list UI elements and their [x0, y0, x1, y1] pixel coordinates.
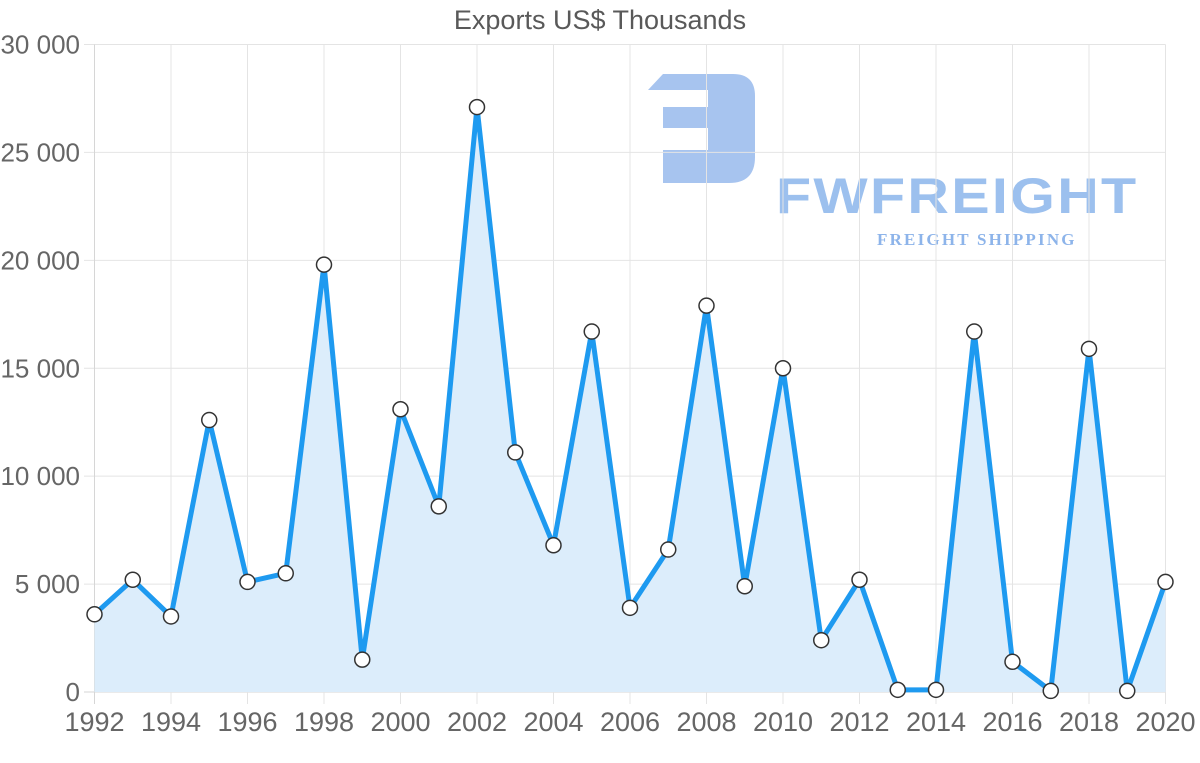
data-point-marker: [813, 631, 830, 649]
x-axis-tick-label: 1994: [141, 707, 201, 737]
x-axis-tick-label: 2002: [447, 707, 507, 737]
data-point-marker: [1004, 653, 1021, 671]
x-axis-tick-label: 1996: [217, 707, 277, 737]
data-point-marker: [545, 536, 562, 554]
data-point-marker: [1080, 340, 1098, 358]
y-axis-tick-label: 15 000: [0, 353, 80, 383]
logo-wordmark: FWFREIGHT: [776, 168, 1139, 224]
data-point-marker: [124, 571, 141, 589]
chart-title: Exports US$ Thousands: [453, 5, 747, 35]
data-point-marker: [162, 608, 180, 625]
fwfreight-logo-icon: [648, 74, 755, 183]
x-axis-tick-label: 2016: [982, 707, 1042, 737]
y-axis-tick-label: 30 000: [0, 30, 80, 60]
x-axis-tick-label: 2004: [523, 707, 583, 737]
y-axis-tick-label: 25 000: [0, 137, 80, 167]
x-axis-tick-label: 2008: [676, 707, 736, 737]
y-axis-tick-label: 20 000: [0, 245, 80, 275]
data-point-marker: [201, 411, 218, 429]
x-axis-tick-label: 2018: [1059, 707, 1119, 737]
data-point-marker: [86, 606, 103, 623]
data-point-marker: [583, 323, 600, 340]
data-point-marker: [315, 256, 333, 273]
data-point-marker: [621, 599, 639, 617]
y-axis-tick-label: 10 000: [0, 461, 80, 491]
data-point-marker: [927, 681, 945, 699]
data-point-marker: [1157, 573, 1174, 591]
y-axis-tick-label: 5 000: [15, 569, 80, 599]
fwfreight-logo: FWFREIGHT FREIGHT SHIPPING: [648, 74, 1148, 248]
data-point-marker: [507, 444, 524, 461]
x-axis-tick-label: 2014: [906, 707, 966, 737]
data-point-marker: [239, 573, 256, 591]
data-point-marker: [698, 297, 715, 314]
data-point-marker: [736, 577, 753, 595]
y-axis-tick-label: 0: [66, 677, 80, 707]
logo-tagline: FREIGHT SHIPPING: [877, 230, 1077, 249]
x-axis-tick-label: 1992: [64, 707, 124, 737]
x-axis-tick-label: 2010: [753, 707, 813, 737]
data-point-marker: [889, 681, 906, 699]
data-point-marker: [660, 541, 677, 558]
x-axis-tick-label: 2000: [370, 707, 430, 737]
data-point-marker: [1042, 682, 1059, 700]
x-axis-tick-label: 2012: [829, 707, 889, 737]
data-point-marker: [774, 360, 792, 377]
data-point-marker: [430, 498, 447, 515]
data-point-marker: [277, 565, 294, 582]
data-point-marker: [468, 98, 486, 116]
x-axis-tick-label: 2020: [1135, 707, 1195, 737]
data-point-marker: [966, 323, 983, 340]
data-point-marker: [851, 571, 868, 589]
data-point-marker: [1119, 682, 1136, 700]
data-point-marker: [392, 401, 409, 418]
data-point-marker: [354, 651, 371, 668]
x-axis-tick-label: 2006: [600, 707, 660, 737]
x-axis-tick-label: 1998: [294, 707, 354, 737]
